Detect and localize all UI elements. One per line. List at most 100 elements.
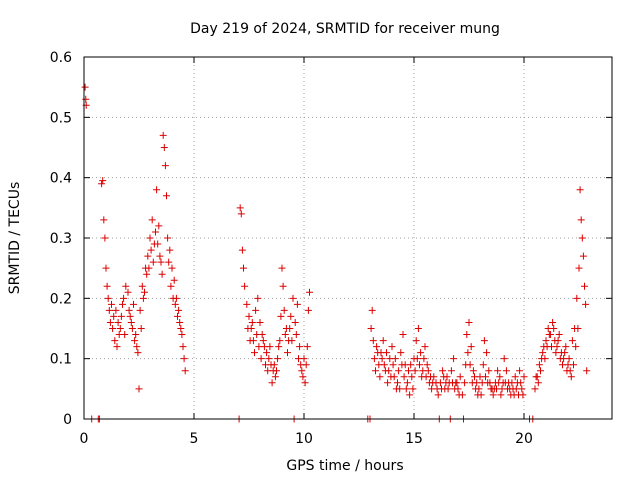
data-point [112,306,120,314]
y-tick-label: 0.4 [50,171,72,187]
data-point [111,337,119,345]
data-point [380,361,388,369]
data-point [237,210,245,218]
data-point [177,325,185,332]
data-point [176,318,184,326]
data-point [379,337,387,345]
data-point [502,367,510,375]
data-point [102,264,110,272]
data-point [165,258,173,266]
data-point [434,391,442,399]
y-tick-label: 0.6 [50,50,72,66]
data-point [265,355,273,363]
data-point [103,282,111,290]
data-point [562,343,570,351]
x-axis-label: GPS time / hours [286,458,403,474]
data-point [101,234,109,242]
data-point [532,373,540,381]
data-point [501,379,509,387]
data-point [384,379,392,387]
data-point [119,300,126,308]
data-point [471,373,478,381]
data-point [281,331,289,339]
data-point [146,234,154,242]
data-point [81,83,89,91]
x-tick-label: 5 [190,431,199,447]
data-point [287,312,295,320]
data-point [442,379,450,387]
data-point [496,373,504,381]
data-point [520,373,528,381]
data-point [245,312,253,320]
data-point [127,318,135,326]
chart-title: Day 219 of 2024, SRMTID for receiver mun… [190,21,500,37]
data-point [420,355,428,363]
data-point [131,337,139,345]
data-point [427,373,434,381]
data-point [180,355,188,363]
data-point [296,343,304,351]
data-point [414,325,422,332]
data-point [451,385,459,393]
data-point [517,379,525,387]
data-point [98,180,106,188]
data-point [450,355,458,363]
data-point [545,331,553,339]
data-point [409,385,417,393]
data-point [270,361,278,369]
data-point [506,385,514,393]
y-tick-label: 0.3 [50,231,72,247]
data-point [412,337,420,345]
data-point [576,186,584,194]
data-point [252,306,260,314]
data-point [493,385,500,393]
data-point [453,379,461,387]
data-point [511,373,519,381]
data-point [246,337,254,345]
y-axis-label: SRMTID / TECUs [7,182,23,295]
data-point [256,318,264,326]
data-point [248,318,256,326]
data-point [456,373,464,381]
data-point [570,361,577,369]
data-point [407,361,415,369]
grid-lines [84,57,612,419]
data-point [138,282,146,290]
data-point [134,349,142,357]
data-point [391,355,399,363]
data-point [537,367,544,375]
data-point [82,95,90,103]
data-point [141,288,148,296]
data-point [278,264,286,272]
data-point [439,367,447,375]
data-point [174,312,181,320]
data-point [121,331,129,339]
data-point [280,306,288,314]
data-point [534,379,542,387]
data-point [400,373,408,381]
data-point [575,264,583,272]
data-point [268,379,276,387]
data-point [479,361,487,369]
data-point [161,162,169,170]
data-point [497,391,505,399]
y-tick-label: 0.5 [50,110,72,126]
plot-frame [83,56,613,420]
data-point [254,294,262,302]
data-point [486,379,494,387]
data-point [429,379,437,387]
data-point [137,325,145,332]
data-point [124,288,132,296]
data-point [480,337,488,345]
data-point [541,355,549,363]
x-tick-label: 10 [295,431,313,447]
data-point [473,379,481,387]
data-point [152,228,159,236]
data-point [440,373,448,381]
data-point [466,361,474,369]
data-point [139,294,147,302]
data-point [389,361,397,369]
data-point [122,282,130,290]
data-point [291,318,299,326]
